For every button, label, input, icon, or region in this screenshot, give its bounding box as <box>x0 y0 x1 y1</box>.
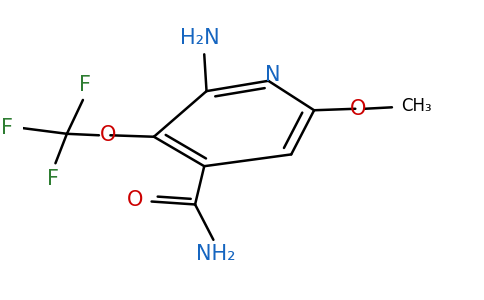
Text: N: N <box>265 65 281 85</box>
Text: F: F <box>1 118 13 138</box>
Text: H₂N: H₂N <box>180 28 219 48</box>
Text: O: O <box>349 99 366 119</box>
Text: NH₂: NH₂ <box>196 244 236 264</box>
Text: O: O <box>100 125 116 145</box>
Text: F: F <box>47 169 59 188</box>
Text: CH₃: CH₃ <box>401 97 432 115</box>
Text: F: F <box>79 75 91 94</box>
Text: O: O <box>127 190 143 210</box>
